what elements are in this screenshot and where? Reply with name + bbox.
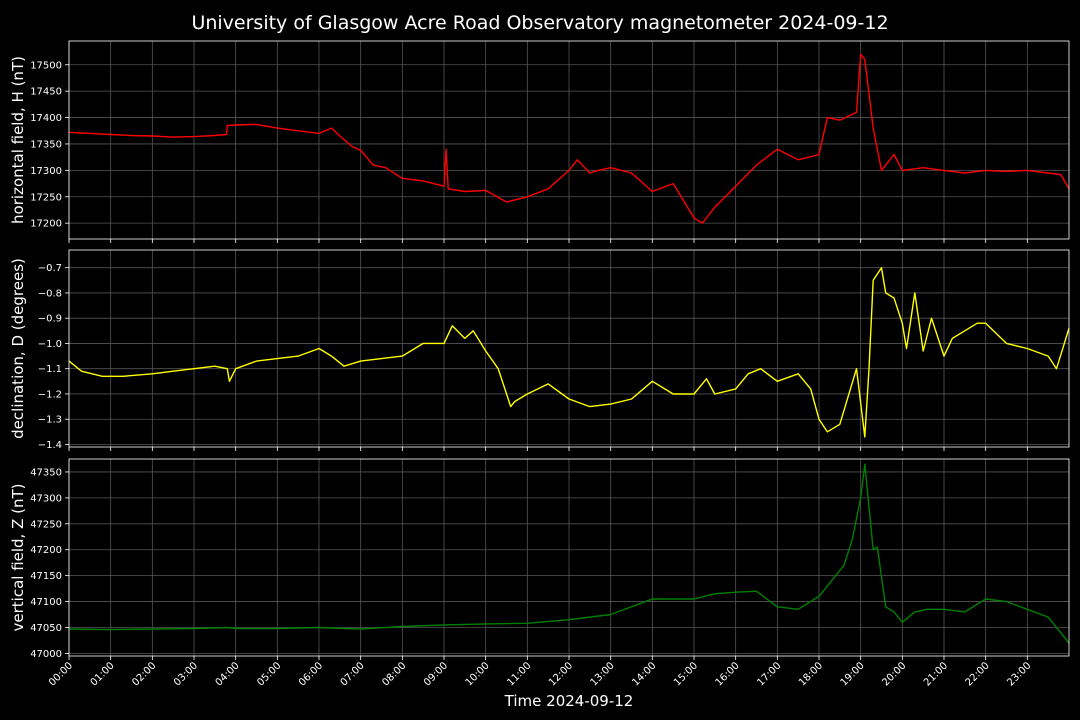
y-tick-label: −1.4: [38, 440, 62, 451]
panel-3: 47000 47050 47100 47150 47200 47250 47300 47350…: [9, 458, 1070, 660]
x-tick-label: 03:00: [172, 660, 200, 688]
y-tick-label: 47300: [30, 493, 62, 504]
x-tick-label: 20:00: [880, 660, 908, 688]
series-line-3: [68, 463, 1070, 644]
series-line-2: [68, 267, 1070, 438]
y-axis-label: horizontal field, H (nT): [9, 56, 27, 224]
x-tick-label: 06:00: [297, 660, 325, 688]
chart-title: University of Glasgow Acre Road Observat…: [191, 12, 888, 34]
x-tick-label: 13:00: [589, 660, 617, 688]
x-tick-label: 05:00: [255, 660, 283, 688]
y-axis-label: vertical field, Z (nT): [9, 483, 27, 631]
y-tick-label: 47000: [30, 649, 62, 660]
y-axis-label: declination, D (degrees): [9, 258, 27, 439]
y-tick-label: −0.9: [38, 314, 62, 325]
panel-frame: [68, 249, 1070, 448]
panel-frame: [68, 458, 1070, 657]
y-tick-label: 17400: [30, 113, 62, 124]
y-tick-label: 17250: [30, 192, 62, 203]
panel-1: 17200 17250 17300 17350 17400 17450 17500horiz…: [9, 40, 1070, 243]
y-tick-label: 47200: [30, 545, 62, 556]
x-tick-label: 09:00: [422, 660, 450, 688]
x-tick-label: 07:00: [339, 660, 367, 688]
x-tick-label: 22:00: [964, 660, 992, 688]
x-tick-label: 18:00: [797, 660, 825, 688]
y-tick-label: 47350: [30, 467, 62, 478]
y-tick-label: −1.1: [38, 364, 62, 375]
y-tick-label: 17450: [30, 87, 62, 98]
y-tick-label: −1.3: [38, 415, 62, 426]
x-tick-label: 08:00: [380, 660, 408, 688]
x-tick-label: 16:00: [714, 660, 742, 688]
x-tick-label: 11:00: [505, 660, 533, 688]
x-tick-label: 12:00: [547, 660, 575, 688]
x-tick-label: 15:00: [672, 660, 700, 688]
series-line-1: [68, 53, 1070, 224]
y-tick-label: 47100: [30, 597, 62, 608]
x-tick-label: 14:00: [630, 660, 658, 688]
y-tick-label: 17200: [30, 219, 62, 230]
panel-frame: [68, 40, 1070, 240]
y-tick-label: 17350: [30, 139, 62, 150]
x-tick-label: 21:00: [922, 660, 950, 688]
y-tick-label: −1.0: [38, 339, 62, 350]
y-tick-label: 47150: [30, 571, 62, 582]
x-tick-label: 17:00: [755, 660, 783, 688]
y-tick-label: 47050: [30, 623, 62, 634]
x-tick-label: 01:00: [89, 660, 117, 688]
x-tick-label: 19:00: [839, 660, 867, 688]
x-tick-label: 00:00: [47, 660, 75, 688]
y-tick-label: −0.7: [38, 263, 62, 274]
x-tick-label: 23:00: [1005, 660, 1033, 688]
panel-2: −1.4 −1.3 −1.2 −1.1 −1.0 −0.9 −0.8 −0.7 declinat…: [9, 249, 1070, 451]
x-tick-label: 10:00: [464, 660, 492, 688]
x-axis-label: Time 2024-09-12: [504, 692, 634, 710]
x-tick-label: 04:00: [214, 660, 242, 688]
y-tick-label: 47250: [30, 519, 62, 530]
x-tick-label: 02:00: [130, 660, 158, 688]
y-tick-label: −1.2: [38, 389, 62, 400]
y-tick-label: 17300: [30, 166, 62, 177]
y-tick-label: −0.8: [38, 288, 62, 299]
y-tick-label: 17500: [30, 60, 62, 71]
